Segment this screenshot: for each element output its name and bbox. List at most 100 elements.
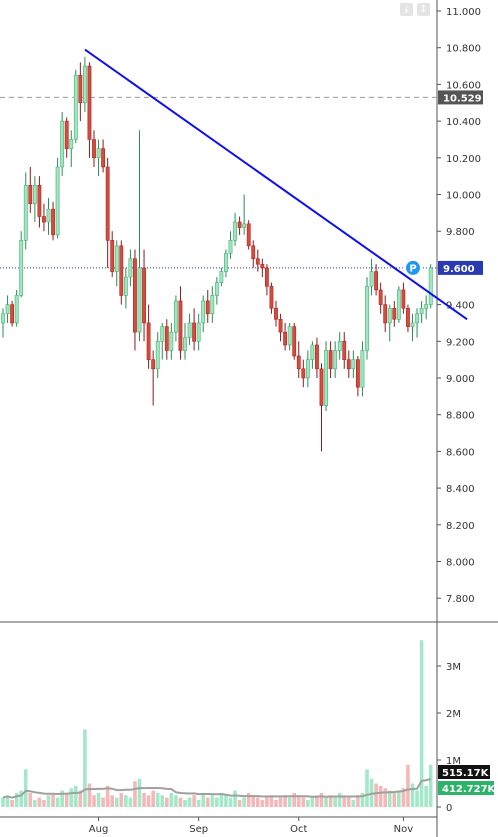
candle-body xyxy=(269,285,274,309)
volume-bar xyxy=(251,795,256,807)
candle-body xyxy=(10,304,15,324)
volume-bar xyxy=(265,797,269,807)
candle-body xyxy=(169,331,174,351)
price-tick-label: 8.200 xyxy=(446,521,475,532)
candle-body xyxy=(83,65,87,104)
candle-body xyxy=(114,245,119,272)
candle-body xyxy=(283,331,288,346)
volume-bar xyxy=(228,797,233,807)
price-tick-label: 8.800 xyxy=(446,411,475,422)
candle-body xyxy=(274,307,278,320)
volume-bar xyxy=(92,795,96,807)
candle-body xyxy=(219,271,224,283)
candle-body xyxy=(23,185,28,241)
volume-bar xyxy=(219,792,224,807)
candle-body xyxy=(387,307,392,324)
time-tick-label: Nov xyxy=(394,824,414,835)
price-tick-label: 10.600 xyxy=(446,80,481,91)
volume-bar xyxy=(5,795,10,807)
candle-body xyxy=(137,267,142,333)
volume-bar xyxy=(278,797,283,807)
candle-body xyxy=(233,221,237,241)
candle-body xyxy=(355,359,360,388)
volume-bar xyxy=(174,795,178,807)
volume-bar xyxy=(342,795,347,807)
candle-body xyxy=(351,359,356,370)
volume-bar xyxy=(333,797,337,807)
volume-tick-label: 2M xyxy=(446,709,461,720)
candle-body xyxy=(310,344,315,360)
volume-bar xyxy=(105,785,110,807)
volume-bar xyxy=(10,799,14,807)
candle-body xyxy=(69,139,74,149)
volume-bar xyxy=(101,797,105,807)
reference-level-badge xyxy=(438,90,483,105)
candle-body xyxy=(19,240,24,296)
volume-bar xyxy=(283,795,287,807)
volume-bar xyxy=(392,792,397,807)
volume-bar xyxy=(28,792,33,807)
volume-bar xyxy=(397,790,401,807)
candle-body xyxy=(1,313,5,324)
price-tick-label: 7.800 xyxy=(446,594,475,605)
price-tick-label: 8.000 xyxy=(446,558,475,569)
volume-ma-badge xyxy=(438,765,490,779)
volume-bar xyxy=(256,797,260,807)
volume-bar xyxy=(224,795,228,807)
volume-bar xyxy=(269,795,274,807)
volume-bar xyxy=(424,785,428,807)
volume-bar xyxy=(137,778,142,807)
price-tick-label: 10.000 xyxy=(446,191,481,202)
candle-body xyxy=(178,300,183,351)
price-tick-label: 10.400 xyxy=(446,117,481,128)
p-badge-circle xyxy=(405,259,421,276)
volume-bar xyxy=(374,783,378,807)
price-tick-label: 10.200 xyxy=(446,154,481,165)
volume-ma-label: 515.17K xyxy=(442,768,490,779)
volume-tick-label: 1M xyxy=(446,756,461,767)
candle-body xyxy=(14,295,19,324)
volume-bar xyxy=(119,792,124,807)
candle-body xyxy=(237,221,242,228)
candle-body xyxy=(51,208,55,236)
volume-last-label: 412.727K xyxy=(442,784,497,795)
volume-tick-label: 3M xyxy=(446,662,461,673)
candle-body xyxy=(87,65,92,140)
candle-body xyxy=(224,252,228,272)
candle-body xyxy=(242,223,247,228)
download-icon[interactable]: ⤓ xyxy=(400,3,413,16)
candle-body xyxy=(78,74,83,104)
price-tick-label: 9.400 xyxy=(446,301,475,312)
volume-bar xyxy=(187,797,192,807)
volume-bar xyxy=(351,799,356,807)
candle-body xyxy=(5,304,10,315)
candle-body xyxy=(192,322,197,342)
volume-bar xyxy=(33,799,37,807)
candle-body xyxy=(187,322,192,338)
volume-bar xyxy=(383,788,387,807)
volume-bar xyxy=(287,797,292,807)
volume-bar xyxy=(83,729,87,807)
volume-bar xyxy=(60,790,64,807)
share-icon[interactable]: ↕ xyxy=(417,3,430,16)
volume-bar xyxy=(155,792,160,807)
volume-bar xyxy=(347,797,351,807)
volume-bar xyxy=(296,795,301,807)
last-price-badge xyxy=(438,260,483,275)
candle-body xyxy=(46,208,51,223)
volume-bar xyxy=(69,788,74,807)
volume-bar xyxy=(51,792,55,807)
volume-bar xyxy=(196,799,201,807)
volume-bar xyxy=(133,781,137,807)
volume-bar xyxy=(128,797,133,807)
volume-bar xyxy=(142,792,146,807)
candle-body xyxy=(392,307,397,320)
price-tick-label: 9.200 xyxy=(446,337,475,348)
volume-bar xyxy=(74,785,78,807)
candle-body xyxy=(183,337,187,351)
candle-body xyxy=(32,185,37,204)
candle-body xyxy=(383,304,388,324)
volume-bar xyxy=(260,799,265,807)
